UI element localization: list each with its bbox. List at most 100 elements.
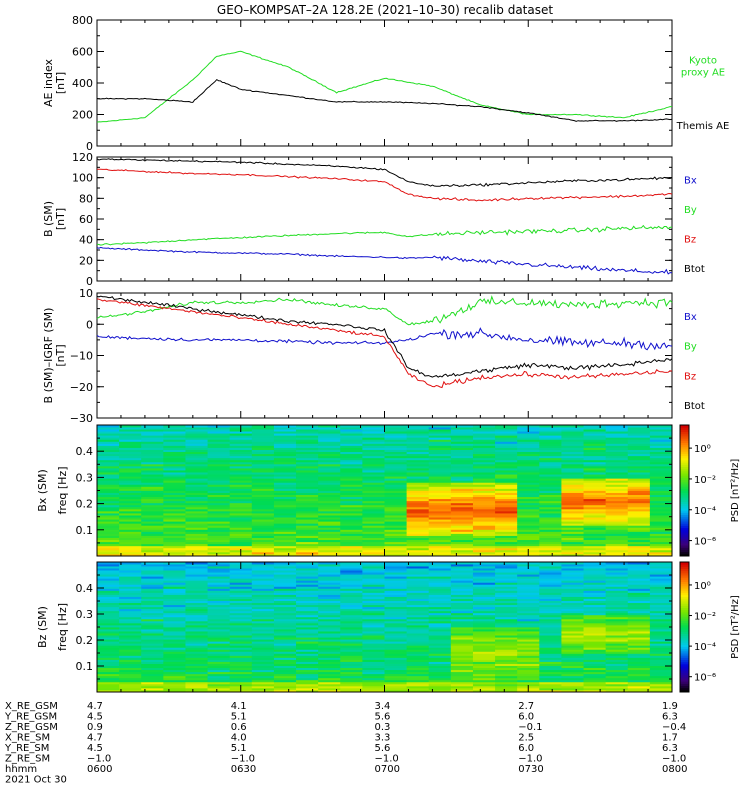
spectrogram-cell [583,459,607,463]
spectrogram-cell [539,578,562,581]
spectrogram-cell [119,504,142,508]
spectrogram-cell [97,663,120,666]
spectrogram-cell [495,574,518,577]
spectrogram-cell [583,453,607,457]
spectrogram-cell [450,494,474,498]
spectrogram-cell [539,606,562,610]
spectrogram-cell [450,637,474,640]
spectrogram-cell [141,568,164,571]
legend-label: By [684,205,697,216]
spectrogram-cell [119,535,142,538]
spectrogram-cell [583,622,607,626]
spectrogram-cell [428,433,452,436]
spectrogram-cell [649,604,673,608]
spectrogram-cell [362,457,385,461]
spectrogram-cell [318,549,341,553]
spectrogram-cell [229,521,253,524]
spectrogram-cell [362,677,385,681]
spectrogram-cell [185,677,209,681]
spectrogram-cell [583,653,607,656]
spectrogram-cell [583,594,607,597]
spectrogram-cell [517,598,540,601]
spectrogram-cell [362,482,385,485]
spectrogram-cell [207,439,231,442]
spectrogram-cell [495,510,518,514]
spectrogram-cell [119,484,142,487]
spectrogram-cell [627,549,651,553]
spectrogram-cell [97,457,120,461]
spectrogram-cell [141,437,164,440]
spectrogram-cell [163,602,186,606]
spectrogram-cell [495,594,518,597]
spectrogram-cell [406,435,430,438]
spectrogram-cell [251,616,275,620]
spectrogram-cell [296,502,319,506]
spectrogram-cell [97,602,120,606]
spectrogram-cell [273,551,297,555]
spectrogram-cell [583,629,607,632]
spectrogram-cell [296,566,319,569]
spectrogram-cell [207,653,231,656]
spectrogram-cell [583,647,607,650]
spectrogram-cell [97,451,120,455]
y-tick-label: 0 [86,140,93,153]
spectrogram-cell [495,657,518,660]
spectrogram-cell [251,502,275,506]
spectrogram-cell [207,531,231,534]
spectrogram-cell [605,689,629,693]
spectrogram-cell [561,659,585,662]
spectrogram-cell [362,685,385,689]
spectrogram-cell [273,502,297,506]
spectrogram-cell [207,498,231,502]
spectrogram-cell [517,494,540,498]
spectrogram-cell [163,502,186,506]
spectrogram-cell [141,459,164,463]
spectrogram-cell [229,431,253,434]
spectrogram-cell [583,525,607,528]
spectrogram-cell [340,590,363,593]
spectrogram-cell [207,517,231,520]
spectrogram-cell [450,535,474,538]
spectrogram-cell [97,590,120,593]
spectrogram-cell [384,592,408,595]
spectrogram-cell [649,643,673,646]
spectrogram-cell [539,661,562,664]
spectrogram-cell [340,612,363,616]
spectrogram-cell [561,568,585,571]
spectrogram-cell [251,447,275,450]
spectrogram-cell [185,539,209,543]
spectrogram-cell [362,665,385,669]
spectrogram-cell [119,449,142,453]
spectrogram-cell [583,612,607,616]
spectrogram-cell [406,480,430,483]
y-tick-label: 600 [72,46,93,59]
spectrogram-cell [141,502,164,506]
spectrogram-cell [340,478,363,481]
spectrogram-cell [450,480,474,483]
spectrogram-cell [649,618,673,622]
spectrogram-cell [539,521,562,524]
legend-label: Themis AE [676,121,730,132]
spectrogram-cell [207,620,231,624]
spectrogram-cell [97,461,120,465]
spectrogram-cell [472,584,496,587]
spectrogram-cell [583,476,607,479]
spectrogram-cell [340,527,363,530]
spectrogram-cell [450,608,474,612]
spectrogram-cell [119,681,142,685]
spectrogram-cell [141,562,164,565]
spectrogram-cell [517,647,540,650]
orbit-row-value: 2.5 [518,733,534,744]
spectrogram-cell [97,671,120,675]
spectrogram-cell [207,488,231,491]
spectrogram-cell [251,478,275,481]
spectrogram-cell [450,537,474,541]
spectrogram-cell [517,519,540,522]
spectrogram-cell [185,445,209,448]
spectrogram-cell [340,608,363,612]
spectrogram-cell [340,482,363,485]
spectrogram-cell [273,578,297,581]
spectrogram-cell [583,620,607,624]
spectrogram-cell [428,576,452,579]
spectrogram-cell [539,633,562,636]
